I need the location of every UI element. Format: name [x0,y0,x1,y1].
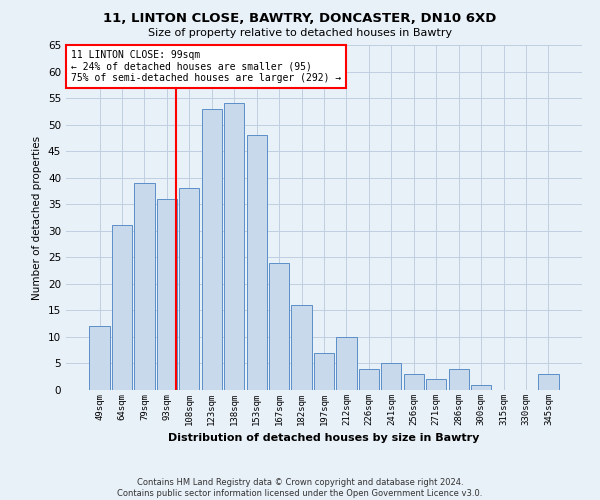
Bar [134,183,155,390]
Bar [538,374,559,390]
Bar [381,364,401,390]
Bar [202,108,222,390]
Bar [269,262,289,390]
Bar [359,369,379,390]
Bar [337,337,356,390]
X-axis label: Distribution of detached houses by size in Bawtry: Distribution of detached houses by size … [169,434,479,444]
Bar [292,305,311,390]
Bar [449,369,469,390]
Text: Size of property relative to detached houses in Bawtry: Size of property relative to detached ho… [148,28,452,38]
Bar [112,226,132,390]
Bar [471,384,491,390]
Text: 11, LINTON CLOSE, BAWTRY, DONCASTER, DN10 6XD: 11, LINTON CLOSE, BAWTRY, DONCASTER, DN1… [103,12,497,26]
Bar [89,326,110,390]
Bar [314,353,334,390]
Bar [179,188,199,390]
Bar [247,135,267,390]
Bar [157,199,177,390]
Y-axis label: Number of detached properties: Number of detached properties [32,136,43,300]
Text: 11 LINTON CLOSE: 99sqm
← 24% of detached houses are smaller (95)
75% of semi-det: 11 LINTON CLOSE: 99sqm ← 24% of detached… [71,50,341,84]
Bar [426,380,446,390]
Bar [404,374,424,390]
Text: Contains HM Land Registry data © Crown copyright and database right 2024.
Contai: Contains HM Land Registry data © Crown c… [118,478,482,498]
Bar [224,104,244,390]
